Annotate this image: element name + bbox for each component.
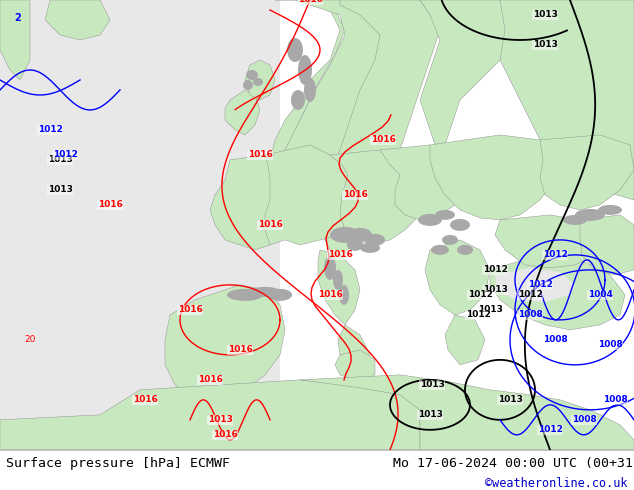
Text: 1012: 1012 (53, 150, 77, 159)
Text: 1013: 1013 (533, 10, 557, 20)
Polygon shape (425, 240, 490, 315)
Ellipse shape (347, 239, 363, 251)
Text: 1013: 1013 (418, 410, 443, 419)
Ellipse shape (298, 55, 312, 85)
Text: 1008: 1008 (543, 335, 567, 344)
Polygon shape (0, 0, 280, 450)
Ellipse shape (253, 78, 263, 86)
Polygon shape (0, 0, 30, 80)
Text: ©weatheronline.co.uk: ©weatheronline.co.uk (485, 477, 628, 490)
Polygon shape (315, 0, 440, 260)
Polygon shape (318, 250, 360, 325)
Ellipse shape (431, 245, 449, 255)
Ellipse shape (249, 287, 281, 297)
Polygon shape (300, 375, 634, 450)
Text: 1012: 1012 (543, 250, 567, 259)
Ellipse shape (418, 214, 442, 226)
Text: 1016: 1016 (198, 375, 223, 384)
Ellipse shape (227, 289, 263, 301)
Polygon shape (540, 135, 634, 210)
Text: 1012: 1012 (467, 291, 493, 299)
Polygon shape (490, 255, 625, 330)
Text: 1016: 1016 (257, 220, 282, 229)
Text: 20: 20 (24, 335, 36, 344)
Ellipse shape (435, 210, 455, 220)
Text: 2: 2 (15, 13, 22, 23)
Text: 1016: 1016 (133, 395, 157, 404)
Text: 1008: 1008 (603, 395, 628, 404)
Ellipse shape (287, 38, 303, 62)
Polygon shape (500, 0, 634, 200)
Text: 1016: 1016 (178, 305, 202, 315)
Polygon shape (45, 0, 110, 40)
Polygon shape (245, 60, 275, 100)
Polygon shape (255, 0, 345, 220)
Ellipse shape (333, 270, 343, 290)
Text: 1012: 1012 (517, 291, 543, 299)
Polygon shape (420, 0, 510, 160)
Text: 1012: 1012 (465, 310, 491, 319)
Ellipse shape (442, 235, 458, 245)
Text: 1013: 1013 (207, 416, 233, 424)
Polygon shape (335, 350, 375, 382)
Text: 1013: 1013 (48, 155, 72, 165)
Polygon shape (165, 285, 285, 400)
Text: 1012: 1012 (482, 266, 507, 274)
Polygon shape (445, 315, 485, 365)
Ellipse shape (365, 234, 385, 246)
Text: 1013: 1013 (48, 185, 72, 195)
Ellipse shape (563, 215, 587, 225)
Polygon shape (210, 155, 295, 250)
Ellipse shape (246, 70, 258, 80)
Text: 1004: 1004 (588, 291, 612, 299)
Text: Surface pressure [hPa] ECMWF: Surface pressure [hPa] ECMWF (6, 457, 230, 470)
Text: 1013: 1013 (482, 285, 507, 294)
Ellipse shape (457, 245, 473, 255)
Text: 1016: 1016 (342, 191, 368, 199)
Polygon shape (380, 145, 470, 220)
Ellipse shape (304, 78, 316, 102)
Ellipse shape (291, 90, 305, 110)
Ellipse shape (348, 228, 372, 242)
Text: 1008: 1008 (572, 416, 597, 424)
Ellipse shape (268, 289, 292, 301)
Polygon shape (338, 325, 370, 370)
Text: 1012: 1012 (527, 280, 552, 290)
Ellipse shape (339, 285, 349, 305)
Text: 1016: 1016 (297, 0, 323, 4)
Polygon shape (225, 90, 260, 135)
Text: 1013: 1013 (477, 305, 502, 315)
Text: 1016: 1016 (247, 150, 273, 159)
Text: 1013: 1013 (498, 395, 522, 404)
Ellipse shape (330, 227, 360, 243)
Polygon shape (495, 268, 575, 302)
Ellipse shape (360, 243, 380, 253)
Text: Mo 17-06-2024 00:00 UTC (00+312): Mo 17-06-2024 00:00 UTC (00+312) (393, 457, 634, 470)
Text: 1016: 1016 (370, 135, 396, 145)
Polygon shape (330, 150, 425, 245)
Polygon shape (265, 145, 360, 245)
Text: 1012: 1012 (538, 425, 562, 434)
Text: 1008: 1008 (517, 310, 542, 319)
Polygon shape (430, 135, 560, 220)
Text: 1016: 1016 (98, 200, 122, 209)
Ellipse shape (450, 219, 470, 231)
Polygon shape (275, 0, 390, 240)
Ellipse shape (243, 80, 253, 90)
Text: 1008: 1008 (598, 341, 623, 349)
Ellipse shape (324, 256, 336, 280)
Text: 1013: 1013 (533, 41, 557, 49)
Text: 1016: 1016 (228, 345, 252, 354)
Text: 1016: 1016 (328, 250, 353, 259)
Ellipse shape (598, 205, 622, 215)
Polygon shape (0, 380, 420, 450)
Text: 1016: 1016 (318, 291, 342, 299)
Ellipse shape (575, 209, 605, 221)
Polygon shape (495, 215, 600, 268)
Text: 1013: 1013 (420, 380, 444, 390)
Text: 1016: 1016 (212, 430, 238, 440)
Text: 1012: 1012 (37, 125, 62, 134)
Polygon shape (580, 215, 634, 275)
